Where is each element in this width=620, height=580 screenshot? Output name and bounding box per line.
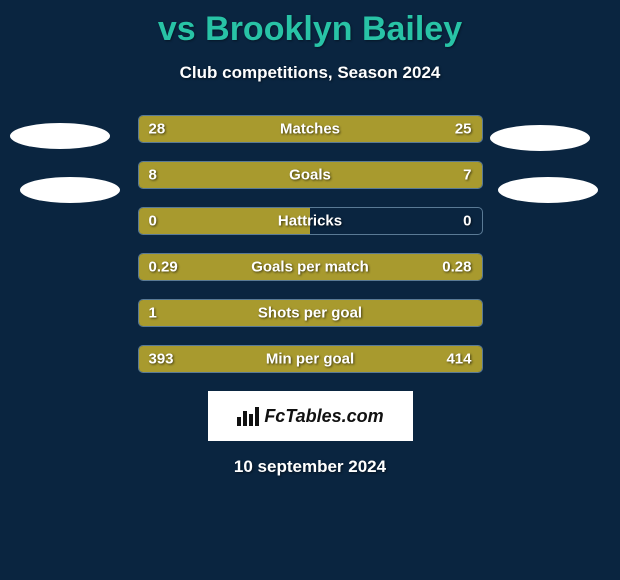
stat-row: 1 Shots per goal	[138, 299, 483, 327]
page-title: vs Brooklyn Bailey	[0, 0, 620, 49]
stat-row: 0.29 0.28 Goals per match	[138, 253, 483, 281]
stat-label: Shots per goal	[258, 305, 362, 322]
value-left: 8	[149, 167, 157, 184]
stat-row: 0 0 Hattricks	[138, 207, 483, 235]
logo-text: FcTables.com	[264, 406, 383, 427]
bar-right	[321, 162, 481, 188]
stat-label: Hattricks	[278, 213, 342, 230]
page-subtitle: Club competitions, Season 2024	[0, 63, 620, 83]
stats-container: 28 25 Matches 8 7 Goals 0 0 Hattricks 0.29 0.28 Goa…	[138, 115, 483, 373]
team-badge-right	[498, 177, 598, 203]
value-left: 393	[149, 351, 174, 368]
stat-label: Goals per match	[251, 259, 369, 276]
stat-row: 393 414 Min per goal	[138, 345, 483, 373]
bars-icon	[236, 405, 260, 427]
value-right: 0	[463, 213, 471, 230]
team-badge-right	[490, 125, 590, 151]
stat-label: Matches	[280, 121, 340, 138]
value-left: 28	[149, 121, 166, 138]
team-badge-left	[10, 123, 110, 149]
value-left: 0	[149, 213, 157, 230]
value-right: 7	[463, 167, 471, 184]
value-left: 1	[149, 305, 157, 322]
stat-row: 28 25 Matches	[138, 115, 483, 143]
value-right: 414	[446, 351, 471, 368]
fctables-logo: FcTables.com	[208, 391, 413, 441]
value-left: 0.29	[149, 259, 178, 276]
stat-label: Goals	[289, 167, 331, 184]
stat-row: 8 7 Goals	[138, 161, 483, 189]
team-badge-left	[20, 177, 120, 203]
stat-label: Min per goal	[266, 351, 354, 368]
snapshot-date: 10 september 2024	[0, 457, 620, 477]
value-right: 25	[455, 121, 472, 138]
value-right: 0.28	[442, 259, 471, 276]
